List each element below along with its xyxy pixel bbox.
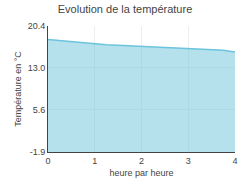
svg-text:4: 4 <box>232 156 237 166</box>
svg-text:5.6: 5.6 <box>33 105 46 115</box>
svg-text:1: 1 <box>92 156 97 166</box>
svg-text:20.4: 20.4 <box>28 21 46 31</box>
svg-text:heure par heure: heure par heure <box>109 168 173 178</box>
svg-text:Evolution de la température: Evolution de la température <box>58 3 193 15</box>
svg-text:Température en °C: Température en °C <box>13 51 23 127</box>
svg-text:13.0: 13.0 <box>28 63 46 73</box>
svg-text:0: 0 <box>45 156 50 166</box>
svg-text:-1.9: -1.9 <box>30 147 46 157</box>
svg-text:3: 3 <box>186 156 191 166</box>
svg-text:2: 2 <box>139 156 144 166</box>
